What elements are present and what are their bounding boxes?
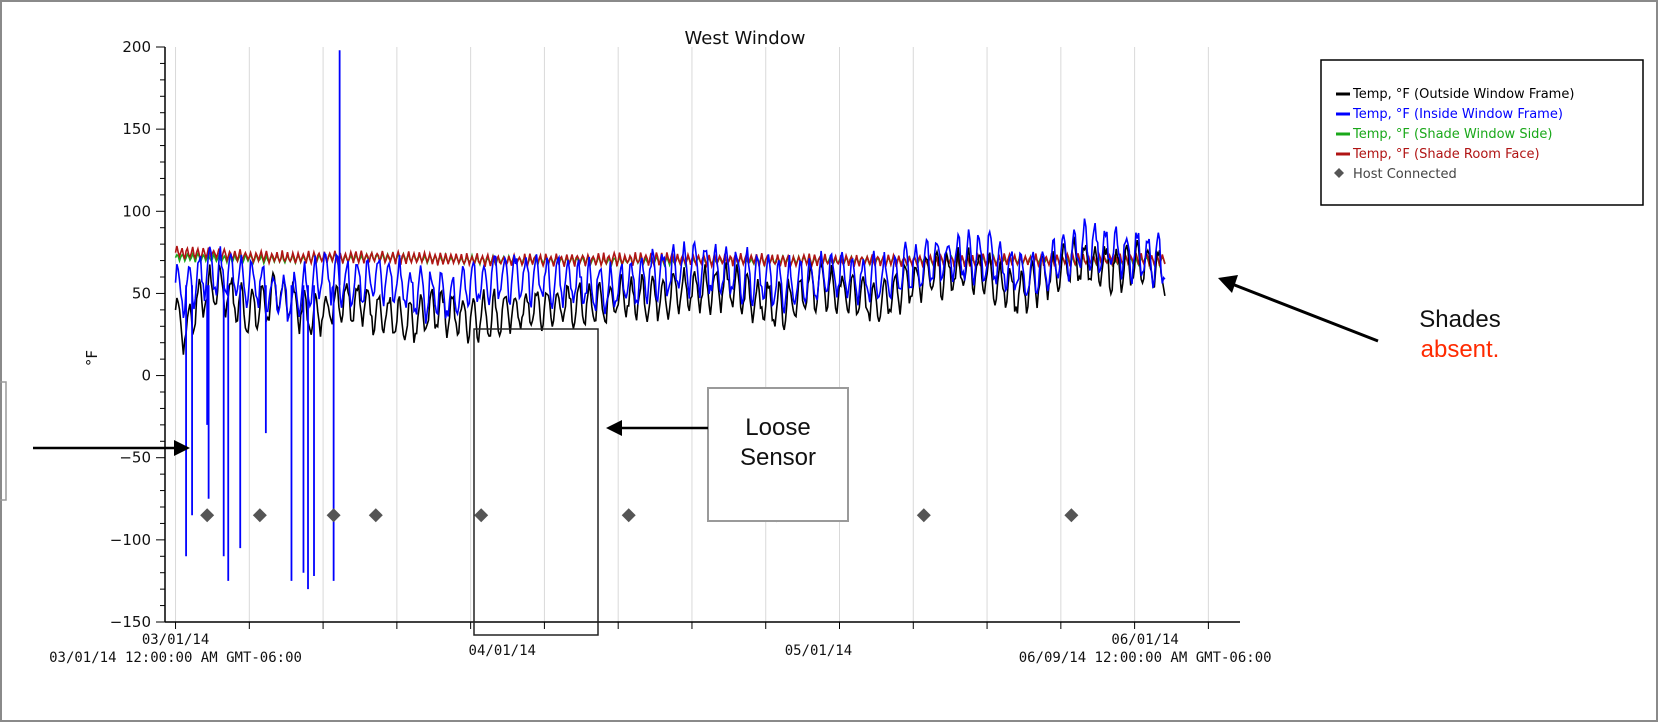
legend-item-shade-window: Temp, °F (Shade Window Side) — [1352, 127, 1553, 142]
host-connected-marker — [252, 508, 267, 523]
x-tick-label-start: 03/01/14 — [142, 632, 209, 648]
series-lines — [174, 50, 1166, 590]
shades-arrow — [1231, 282, 1379, 343]
y-tick-label: −150 — [110, 613, 151, 631]
legend-item-shade-room: Temp, °F (Shade Room Face) — [1352, 147, 1540, 162]
series-inside-window-frame — [174, 218, 1166, 324]
y-tick-label: −100 — [110, 531, 151, 549]
loose-sensor-line2: Sensor — [739, 444, 817, 471]
shades-arrowhead — [1218, 275, 1238, 293]
loose-sensor-callout-box — [707, 387, 849, 522]
y-tick-label: 50 — [132, 284, 151, 302]
legend: Temp, °F (Outside Window Frame) Temp, °F… — [1320, 59, 1644, 206]
host-connected-markers — [200, 508, 1079, 523]
legend-diamond-marker — [1334, 168, 1344, 178]
legend-box — [1320, 59, 1644, 206]
y-tick-label: −50 — [119, 449, 151, 467]
shades-line1: Shades — [1419, 306, 1501, 333]
legend-item-outside: Temp, °F (Outside Window Frame) — [1352, 87, 1574, 102]
host-connected-marker — [916, 508, 931, 523]
shades-absent-label: Shades absent. — [1390, 305, 1530, 365]
loose-sensor-region-box — [473, 328, 599, 636]
y-tick-label: 100 — [122, 202, 151, 220]
loose-sensor-line1: Loose — [745, 414, 811, 441]
y-tick-label: 150 — [122, 120, 151, 138]
x-tick-label: 04/01/14 — [469, 643, 536, 659]
x-range-start-label: 03/01/14 12:00:00 AM GMT-06:00 — [49, 650, 302, 666]
vertical-gridlines — [175, 47, 1209, 622]
loose-sensor-label: Loose Sensor — [708, 413, 848, 473]
left-drop-arrowhead — [174, 440, 190, 456]
chart-title: West Window — [685, 28, 806, 49]
x-tick-label: 05/01/14 — [785, 643, 852, 659]
host-connected-marker — [1064, 508, 1079, 523]
host-connected-marker — [474, 508, 489, 523]
host-connected-marker — [326, 508, 341, 523]
host-connected-marker — [368, 508, 383, 523]
host-connected-marker — [621, 508, 636, 523]
y-axis-label: °F — [83, 350, 101, 366]
x-tick-label-end: 06/01/14 — [1111, 632, 1178, 648]
legend-item-inside: Temp, °F (Inside Window Frame) — [1352, 107, 1563, 122]
loose-sensor-arrowhead — [606, 420, 622, 436]
series-outside-window-frame — [174, 236, 1166, 355]
y-tick-label: 0 — [141, 367, 151, 385]
shades-line2: absent. — [1420, 336, 1500, 363]
side-panel-edge — [0, 381, 7, 501]
legend-item-host: Host Connected — [1353, 167, 1457, 182]
host-connected-marker — [200, 508, 215, 523]
y-tick-label: 200 — [122, 38, 151, 56]
x-range-end-label: 06/09/14 12:00:00 AM GMT-06:00 — [1019, 650, 1272, 666]
